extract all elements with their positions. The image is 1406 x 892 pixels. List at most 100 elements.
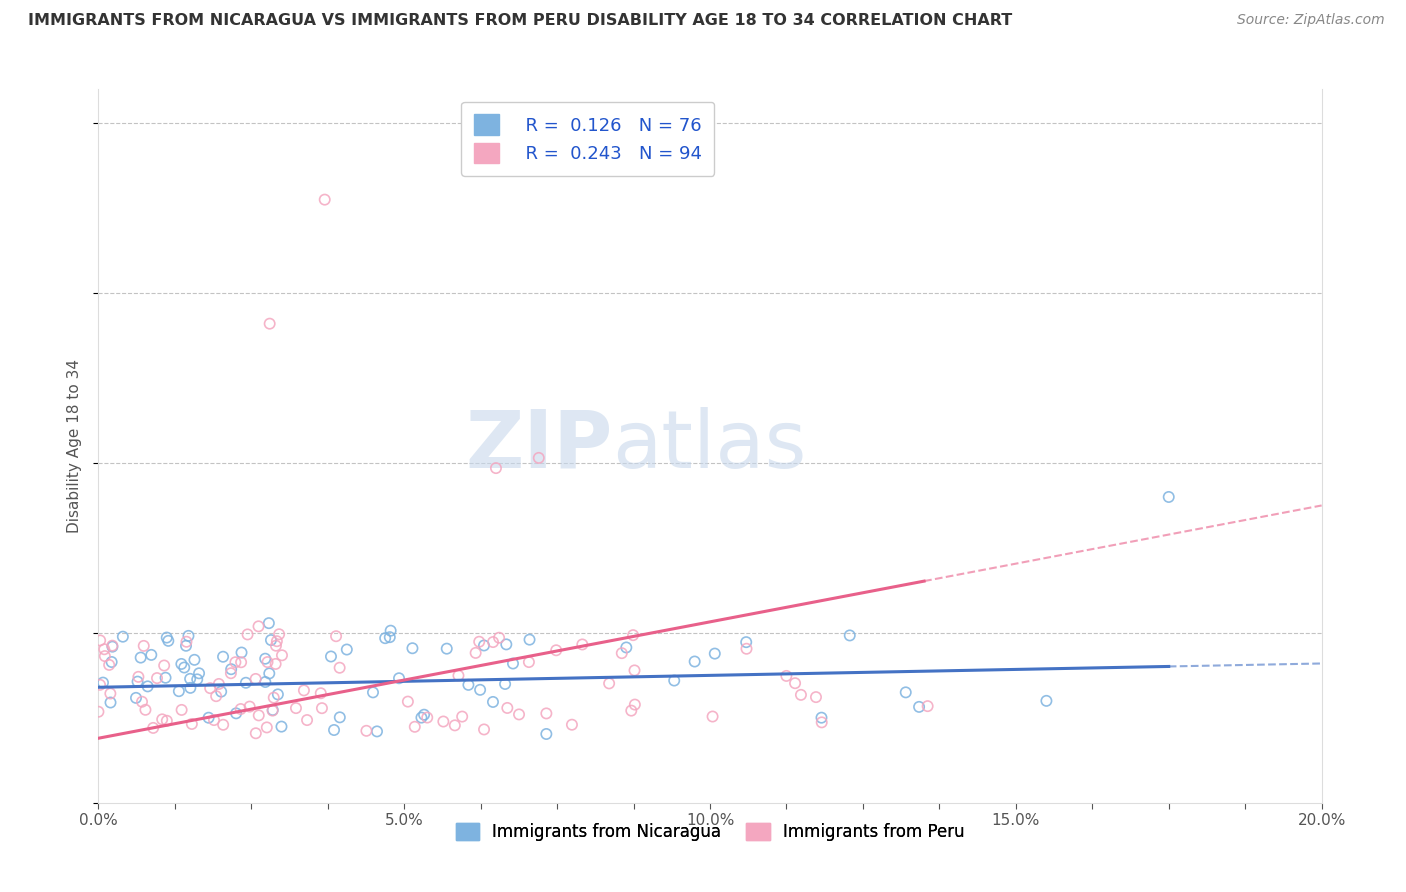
Point <box>314 193 336 207</box>
Point <box>702 709 724 723</box>
Point <box>703 647 725 661</box>
Point <box>790 688 813 702</box>
Point <box>411 710 433 724</box>
Point <box>134 703 156 717</box>
Point <box>132 639 155 653</box>
Point <box>254 651 277 665</box>
Point <box>571 637 593 651</box>
Point <box>263 690 285 705</box>
Point <box>482 695 505 709</box>
Point <box>247 708 270 723</box>
Point <box>496 701 519 715</box>
Y-axis label: Disability Age 18 to 34: Disability Age 18 to 34 <box>67 359 83 533</box>
Point <box>256 720 278 734</box>
Point <box>620 704 643 718</box>
Point <box>236 627 259 641</box>
Point <box>208 677 231 691</box>
Point <box>170 657 193 671</box>
Point <box>94 649 117 664</box>
Point <box>374 631 396 645</box>
Point <box>378 630 401 644</box>
Point <box>388 671 411 685</box>
Point <box>198 681 221 695</box>
Point <box>735 641 758 656</box>
Text: Source: ZipAtlas.com: Source: ZipAtlas.com <box>1237 13 1385 28</box>
Point <box>488 631 510 645</box>
Point <box>170 703 193 717</box>
Point <box>141 648 163 662</box>
Point <box>209 684 232 698</box>
Point <box>93 642 115 657</box>
Point <box>508 707 530 722</box>
Point <box>482 635 505 649</box>
Point <box>100 696 122 710</box>
Point <box>101 639 124 653</box>
Point <box>536 706 558 721</box>
Point <box>131 695 153 709</box>
Point <box>127 674 149 689</box>
Point <box>908 699 931 714</box>
Point <box>177 629 200 643</box>
Point <box>156 631 179 645</box>
Point <box>219 666 242 681</box>
Point <box>229 655 252 669</box>
Point <box>623 664 645 678</box>
Point <box>270 720 292 734</box>
Point <box>1035 694 1057 708</box>
Point <box>176 634 198 648</box>
Text: IMMIGRANTS FROM NICARAGUA VS IMMIGRANTS FROM PERU DISABILITY AGE 18 TO 34 CORREL: IMMIGRANTS FROM NICARAGUA VS IMMIGRANTS … <box>28 13 1012 29</box>
Point <box>598 676 620 690</box>
Point <box>174 639 197 653</box>
Point <box>150 712 173 726</box>
Point <box>735 635 758 649</box>
Point <box>271 648 294 663</box>
Point <box>256 655 278 669</box>
Point <box>87 705 110 719</box>
Point <box>101 640 124 654</box>
Point <box>329 661 352 675</box>
Point <box>292 683 315 698</box>
Point <box>485 461 508 475</box>
Point <box>295 713 318 727</box>
Point <box>142 721 165 735</box>
Point <box>186 673 208 687</box>
Point <box>98 686 121 700</box>
Legend: Immigrants from Nicaragua, Immigrants from Peru: Immigrants from Nicaragua, Immigrants fr… <box>449 816 972 848</box>
Point <box>838 628 860 642</box>
Point <box>319 649 342 664</box>
Point <box>188 666 211 681</box>
Point <box>451 709 474 723</box>
Point <box>127 670 149 684</box>
Point <box>146 671 169 685</box>
Point <box>472 639 495 653</box>
Point <box>254 675 277 690</box>
Point <box>212 718 235 732</box>
Point <box>179 681 201 695</box>
Point <box>464 646 486 660</box>
Point <box>212 649 235 664</box>
Point <box>443 718 465 732</box>
Point <box>136 679 159 693</box>
Point <box>264 657 287 671</box>
Point <box>325 629 347 643</box>
Point <box>804 690 827 705</box>
Point <box>183 653 205 667</box>
Text: atlas: atlas <box>612 407 807 485</box>
Point <box>173 660 195 674</box>
Point <box>495 637 517 651</box>
Point <box>197 711 219 725</box>
Point <box>262 703 284 717</box>
Point <box>361 685 384 699</box>
Point <box>494 677 516 691</box>
Point <box>266 634 288 648</box>
Point <box>436 641 458 656</box>
Point <box>245 672 267 686</box>
Point <box>502 657 524 671</box>
Point <box>336 642 359 657</box>
Point <box>356 723 378 738</box>
Point <box>309 686 332 700</box>
Point <box>247 619 270 633</box>
Point <box>219 662 242 676</box>
Point <box>413 707 436 722</box>
Point <box>614 640 637 655</box>
